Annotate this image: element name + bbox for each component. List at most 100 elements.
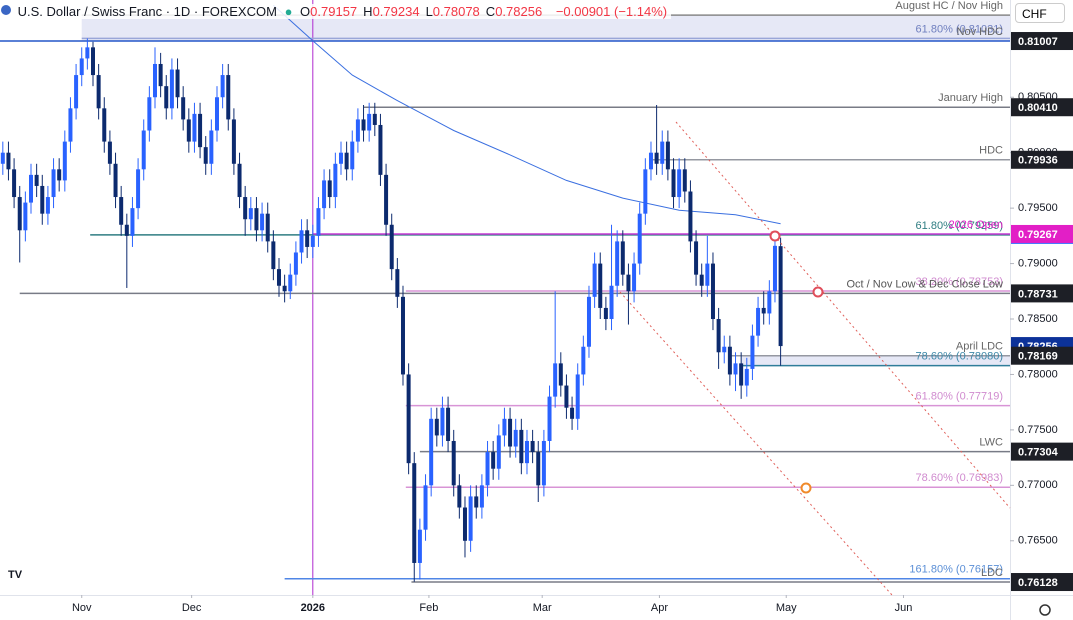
currency-select[interactable]: CHF <box>1015 3 1065 23</box>
candle-body <box>6 152 11 170</box>
flag-icon <box>1 5 11 15</box>
candle-body <box>355 119 360 142</box>
y-tick-label: 0.77000 <box>1018 479 1058 491</box>
price-box <box>1011 573 1073 592</box>
price-box-label: 0.81007 <box>1018 36 1058 48</box>
price-box-label: 0.78731 <box>1018 288 1058 300</box>
candle-body <box>214 97 219 131</box>
candle-body <box>282 285 287 292</box>
candle-body <box>457 485 462 508</box>
marker <box>769 230 781 242</box>
candle-body <box>558 363 563 386</box>
settings-icon[interactable] <box>1039 604 1051 616</box>
candle-body <box>429 418 434 486</box>
candle-body <box>136 169 141 209</box>
ohlc-value: 0.78078 <box>432 4 480 19</box>
candle-body <box>260 213 265 231</box>
candle-body <box>12 169 17 198</box>
candle-body <box>192 113 197 142</box>
candle-body <box>406 374 411 464</box>
ohlc-value: 0.79157 <box>310 4 358 19</box>
candle-body <box>440 407 445 436</box>
candle-body <box>491 452 496 469</box>
candle-body <box>90 47 95 76</box>
candle-body <box>586 296 591 347</box>
ohlc-label: H <box>363 4 373 19</box>
marker <box>812 286 824 298</box>
candle-body <box>632 263 637 292</box>
candle-body <box>643 169 648 214</box>
candle-body <box>164 86 169 109</box>
status-dot: ● <box>284 4 293 19</box>
price-box-label: 0.80410 <box>1018 102 1058 114</box>
level-label: LWC <box>979 437 1003 449</box>
candle-body <box>119 197 124 225</box>
channel-line <box>619 291 893 596</box>
candle-body <box>682 169 687 192</box>
candle-body <box>384 174 389 225</box>
candle-body <box>756 307 761 336</box>
candle-body <box>51 169 56 198</box>
candle-body <box>175 69 180 98</box>
channel-line <box>675 121 1011 509</box>
candle-body <box>378 124 383 175</box>
x-tick-label: Feb <box>419 602 438 614</box>
candle-body <box>40 185 45 214</box>
price-box-label: 0.77304 <box>1018 447 1059 459</box>
y-tick-label: 0.77500 <box>1018 424 1058 436</box>
candle-body <box>226 75 231 120</box>
x-tick-label: Apr <box>651 602 668 614</box>
candle-body <box>288 274 293 292</box>
candle-body <box>305 230 310 247</box>
candle-body <box>688 191 693 242</box>
moving-average <box>273 4 781 225</box>
candle-body <box>446 407 451 441</box>
candle-body <box>553 363 558 397</box>
price-box <box>1011 346 1073 365</box>
zone <box>741 355 1010 366</box>
candle-body <box>671 169 676 198</box>
candle-body <box>496 435 501 469</box>
plot-area: August HC / Nov High 61.80% (0.81031)Nov … <box>0 0 1011 595</box>
zone <box>81 15 1011 42</box>
candle-body <box>389 224 394 270</box>
candle-body <box>570 407 575 419</box>
candle-body <box>609 285 614 320</box>
candle-body <box>96 75 101 109</box>
candle-body <box>327 180 332 198</box>
candle-body <box>524 440 529 464</box>
candle-body <box>519 429 524 464</box>
candle-body <box>536 452 541 486</box>
candle-body <box>722 346 727 353</box>
candle-body <box>772 245 777 292</box>
candle-body <box>575 374 580 419</box>
ohlc-label: C <box>485 4 496 19</box>
level-label: 38.20% (0.78753) <box>916 276 1003 288</box>
ohlc-label: L <box>425 4 433 19</box>
candle-body <box>603 307 608 320</box>
candle-body <box>152 63 157 98</box>
candle-body <box>147 97 152 131</box>
candle-body <box>508 418 513 447</box>
level-label: 61.80% (0.79259) <box>916 220 1003 232</box>
candle-body <box>581 346 586 375</box>
candle-body <box>0 152 5 164</box>
candle-body <box>203 147 208 164</box>
change: −0.00901 (−1.14%) <box>555 4 668 19</box>
candle-body <box>778 246 783 347</box>
level-label: August HC / Nov High <box>895 0 1003 12</box>
candle-body <box>485 452 490 486</box>
candle-body <box>620 241 625 275</box>
candle-body <box>451 440 456 486</box>
candle-body <box>181 97 186 120</box>
ohlc-value: 0.78256 <box>495 4 543 19</box>
level-label: Oct / Nov Low & Dec Close Low <box>846 278 1003 290</box>
candle-body <box>694 241 699 275</box>
candle-body <box>750 335 755 369</box>
candle-body <box>198 113 203 148</box>
level-label: 78.60% (0.76983) <box>916 472 1003 484</box>
candle-body <box>333 163 338 198</box>
x-tick-label: 2026 <box>301 602 325 614</box>
x-tick-label: Mar <box>533 602 552 614</box>
level-label: 161.80% (0.76157) <box>909 564 1003 576</box>
